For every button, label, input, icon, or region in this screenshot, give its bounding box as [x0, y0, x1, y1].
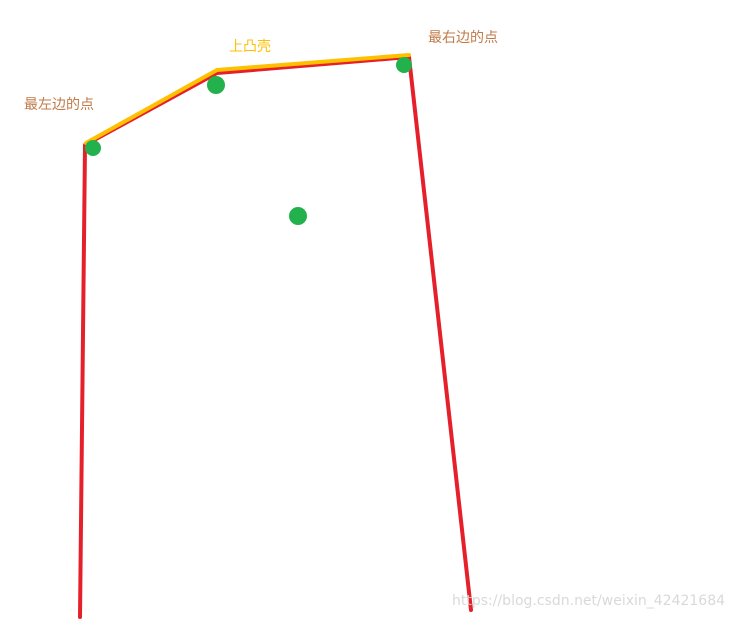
upper-hull-label: 上凸壳 [229, 39, 271, 55]
point-leftmost [85, 140, 101, 156]
rightmost-point-label: 最右边的点 [428, 30, 498, 46]
watermark-text: https://blog.csdn.net/weixin_42421684 [452, 593, 726, 609]
upper-hull-red-edge [84, 55, 410, 147]
right-boundary-line [407, 55, 473, 612]
point-rightmost [396, 57, 412, 73]
upper-hull-line [84, 53, 411, 145]
leftmost-point-label: 最左边的点 [24, 97, 94, 113]
point-interior [289, 207, 307, 225]
point-hull-middle [207, 76, 225, 94]
left-boundary-line [78, 143, 87, 619]
